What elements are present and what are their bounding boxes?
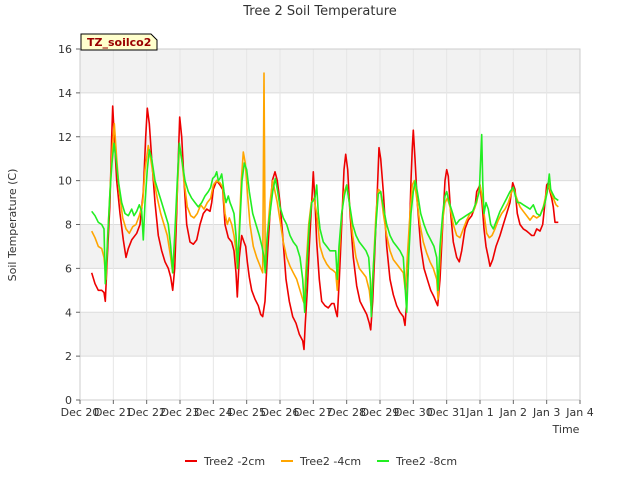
series-lines (90, 72, 559, 351)
x-tick-label: Dec 25 (227, 406, 266, 419)
x-tick-label: Dec 28 (327, 406, 366, 419)
legend-label: Tree2 -8cm (395, 455, 457, 468)
plot-band (80, 92, 580, 137)
x-tick-label: Dec 29 (361, 406, 400, 419)
plot-band (80, 356, 580, 400)
y-tick-label: 2 (65, 350, 72, 363)
legend-item-1: Tree2 -2cm (185, 455, 265, 468)
x-tick-label: Jan 4 (565, 406, 593, 419)
x-tick-label: Jan 3 (532, 406, 560, 419)
plot-area (80, 49, 580, 400)
x-tick-label: Dec 22 (127, 406, 166, 419)
station-label: TZ_soilco2 (87, 36, 151, 49)
legend-label: Tree2 -2cm (203, 455, 265, 468)
x-tick-label: Dec 31 (427, 406, 466, 419)
x-axis-label: Time (552, 423, 580, 436)
plot-band (80, 49, 580, 93)
y-tick-label: 6 (65, 262, 72, 275)
y-tick-label: 0 (65, 394, 72, 407)
x-tick-label: Dec 27 (294, 406, 333, 419)
chart-title: Tree 2 Soil Temperature (242, 4, 397, 19)
legend: Tree2 -2cm Tree2 -4cm Tree2 -8cm (185, 455, 457, 468)
plot-band (80, 312, 580, 357)
plot-band (80, 224, 580, 269)
x-tick-label: Dec 30 (394, 406, 433, 419)
legend-item-2: Tree2 -4cm (281, 455, 361, 468)
legend-label: Tree2 -4cm (299, 455, 361, 468)
plot-band (80, 180, 580, 225)
y-tick-label: 8 (65, 219, 72, 232)
legend-item-3: Tree2 -8cm (377, 455, 457, 468)
station-label-box: TZ_soilco2 (80, 33, 158, 51)
x-tick-label: Jan 1 (465, 406, 493, 419)
y-tick-label: 14 (58, 87, 72, 100)
x-tick-label: Dec 24 (194, 406, 233, 419)
x-tick-label: Dec 23 (161, 406, 200, 419)
x-tick-label: Jan 2 (499, 406, 527, 419)
y-tick-label: 10 (58, 175, 72, 188)
x-tick-label: Dec 20 (61, 406, 100, 419)
series-line-3 (91, 133, 559, 318)
y-tick-label: 16 (58, 43, 72, 56)
plot-band (80, 136, 580, 181)
y-tick-label: 12 (58, 131, 72, 144)
x-tick-label: Dec 26 (261, 406, 300, 419)
x-tick-label: Dec 21 (94, 406, 133, 419)
y-axis-label: Soil Temperature (C) (6, 169, 19, 282)
y-tick-label: 4 (65, 306, 72, 319)
